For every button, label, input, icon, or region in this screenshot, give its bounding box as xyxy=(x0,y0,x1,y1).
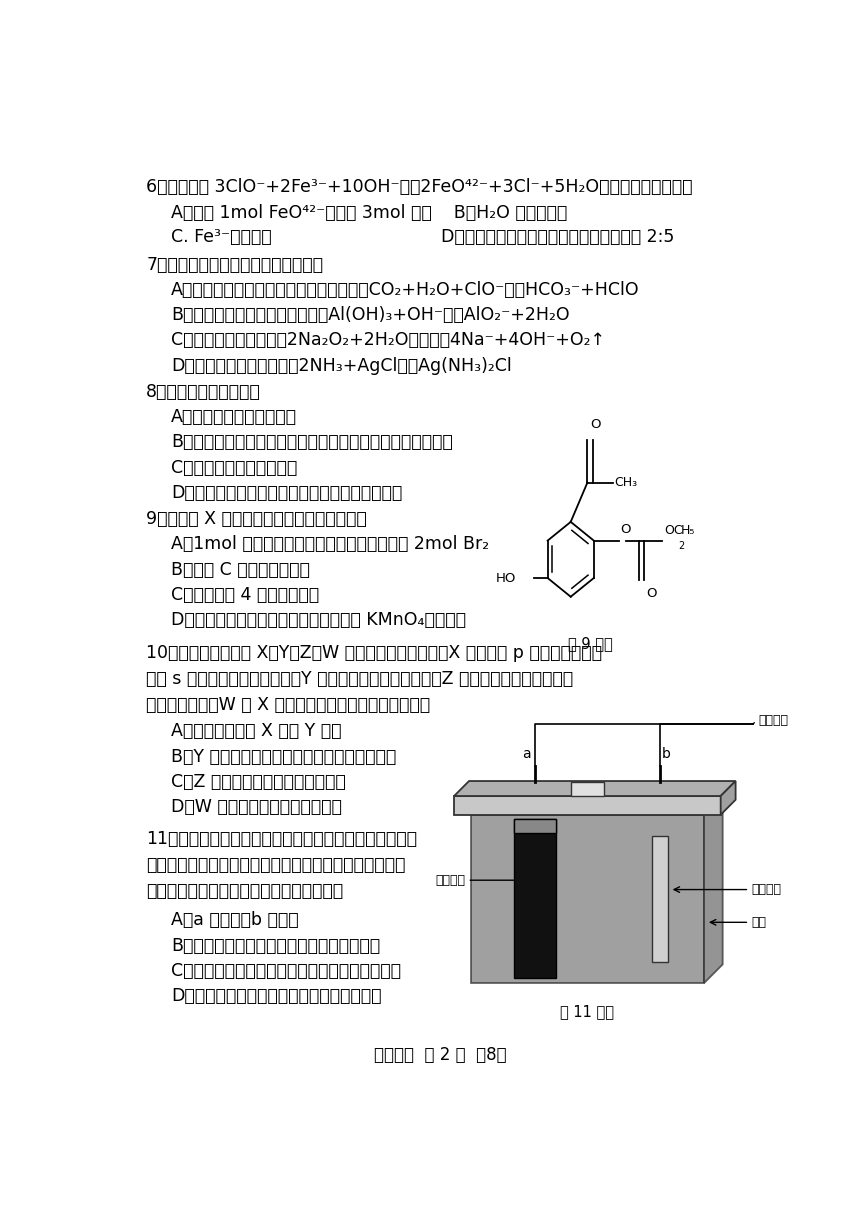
Polygon shape xyxy=(470,796,722,815)
Text: CH₃: CH₃ xyxy=(615,476,638,490)
Polygon shape xyxy=(652,836,667,962)
Text: A．a 为负极，b 为正极: A．a 为负极，b 为正极 xyxy=(171,911,298,929)
Polygon shape xyxy=(513,819,556,978)
Text: C．Z 的常见氧化物是一种离子晶体: C．Z 的常见氧化物是一种离子晶体 xyxy=(171,773,346,791)
Text: A．1mol 该物质与足量溴水反应，最多可消耗 2mol Br₂: A．1mol 该物质与足量溴水反应，最多可消耗 2mol Br₂ xyxy=(171,536,489,553)
Text: D．通电后使钢制管桩表面的腐蚀电流接近零: D．通电后使钢制管桩表面的腐蚀电流接近零 xyxy=(171,988,381,1005)
Text: B．高硅铸铁是作为损耗阳极材料发挥作用的: B．高硅铸铁是作为损耗阳极材料发挥作用的 xyxy=(171,937,380,955)
Polygon shape xyxy=(721,781,735,815)
Text: 外加电流法对其进行保护（如右图所示，其中高硅铸铁为: 外加电流法对其进行保护（如右图所示，其中高硅铸铁为 xyxy=(146,857,406,875)
Text: 10．短周期主族元素 X、Y、Z、W 的原子序数依次增大，X 原子核外 p 能级上的电子总: 10．短周期主族元素 X、Y、Z、W 的原子序数依次增大，X 原子核外 p 能级… xyxy=(146,644,602,662)
Text: D．氧化产物与还原产物的物质的量之比为 2:5: D．氧化产物与还原产物的物质的量之比为 2:5 xyxy=(440,228,674,247)
Text: OC: OC xyxy=(665,524,683,537)
Text: D．高压法聚乙烯支链较多，密度和软化温度较低: D．高压法聚乙烯支链较多，密度和软化温度较低 xyxy=(171,484,402,502)
Text: 11．海港、码头的钢制管桩会受到海水的长期侵袭，常用: 11．海港、码头的钢制管桩会受到海水的长期侵袭，常用 xyxy=(146,830,417,848)
Text: O: O xyxy=(646,587,656,600)
Polygon shape xyxy=(470,815,704,983)
Text: 惰性辅助电极）。下列有关叙述中不正确是: 惰性辅助电极）。下列有关叙述中不正确是 xyxy=(146,882,343,900)
Text: 钢制管桩: 钢制管桩 xyxy=(435,874,465,887)
Text: a: a xyxy=(523,747,531,762)
Text: A．次氯酸钙溶液中通入过量的二氧化碳：CO₂+H₂O+ClO⁻＝＝HCO₃⁻+HClO: A．次氯酸钙溶液中通入过量的二氧化碳：CO₂+H₂O+ClO⁻＝＝HCO₃⁻+H… xyxy=(171,281,640,299)
Text: 第 11 题图: 第 11 题图 xyxy=(561,1004,614,1018)
Text: 第 9 题图: 第 9 题图 xyxy=(568,635,613,651)
Text: b: b xyxy=(662,747,671,762)
Text: D．在酸性条件下水解的产物均可使酸性 KMnO₄溶液褪色: D．在酸性条件下水解的产物均可使酸性 KMnO₄溶液褪色 xyxy=(171,611,466,629)
Text: 7．下列反应的离子方程式不正确的是: 7．下列反应的离子方程式不正确的是 xyxy=(146,255,323,273)
Text: D．W 的简单氢化物是非极性分子: D．W 的简单氢化物是非极性分子 xyxy=(171,798,341,816)
Text: 数与 s 能级上的电子总数相等，Y 原子核外没有未成对电子，Z 的单质晶体是应用最广泛: 数与 s 能级上的电子总数相等，Y 原子核外没有未成对电子，Z 的单质晶体是应用… xyxy=(146,669,574,688)
Polygon shape xyxy=(513,819,556,833)
Text: C．核酸是一种生物大分子: C．核酸是一种生物大分子 xyxy=(171,458,297,476)
Text: B．氢氧化铝溶于氢氧化钠溶液：Al(OH)₃+OH⁻＝＝AlO₂⁻+2H₂O: B．氢氧化铝溶于氢氧化钠溶液：Al(OH)₃+OH⁻＝＝AlO₂⁻+2H₂O xyxy=(171,306,569,324)
Text: C．分子中含 4 种含氧官能团: C．分子中含 4 种含氧官能团 xyxy=(171,586,319,604)
Text: A．葡萄糖是最简单的醛糖: A．葡萄糖是最简单的醛糖 xyxy=(171,408,297,426)
Text: 直流电源: 直流电源 xyxy=(758,713,788,727)
Text: B．所有 C 原子可能共平面: B．所有 C 原子可能共平面 xyxy=(171,560,310,578)
Text: 高三化学  第 2 页  共8页: 高三化学 第 2 页 共8页 xyxy=(374,1046,507,1064)
Text: B．蛋白质的一级结构对蛋白质的性质和功能起着决定性作用: B．蛋白质的一级结构对蛋白质的性质和功能起着决定性作用 xyxy=(171,434,452,451)
Text: 的半导体材料，W 与 X 位于同一主族。下列说法正确的是: 的半导体材料，W 与 X 位于同一主族。下列说法正确的是 xyxy=(146,696,430,714)
Text: O: O xyxy=(620,522,631,536)
Polygon shape xyxy=(704,796,722,983)
Polygon shape xyxy=(454,781,735,796)
Text: 9．化合物 X 结构如图，下列说法不正确的是: 9．化合物 X 结构如图，下列说法不正确的是 xyxy=(146,510,367,529)
Text: 6．关于反应 3ClO⁻+2Fe³⁻+10OH⁻＝＝2FeO⁴²⁻+3Cl⁻+5H₂O，下列说法正确的是: 6．关于反应 3ClO⁻+2Fe³⁻+10OH⁻＝＝2FeO⁴²⁻+3Cl⁻+5… xyxy=(146,177,692,196)
Text: B．Y 的第一电离能比同周期相邻两种元素的大: B．Y 的第一电离能比同周期相邻两种元素的大 xyxy=(171,747,396,765)
Text: C. Fe³⁻是氧化剂: C. Fe³⁻是氧化剂 xyxy=(171,228,272,247)
Text: O: O xyxy=(591,418,601,431)
Polygon shape xyxy=(571,782,604,796)
Text: C．通电时，海水中的阳离子向钢制管柱电极移动: C．通电时，海水中的阳离子向钢制管柱电极移动 xyxy=(171,962,401,981)
Text: 2: 2 xyxy=(678,541,684,552)
Text: D．氯化银中滴加浓氨水：2NH₃+AgCl＝＝Ag(NH₃)₂Cl: D．氯化银中滴加浓氨水：2NH₃+AgCl＝＝Ag(NH₃)₂Cl xyxy=(171,357,512,374)
Polygon shape xyxy=(454,796,721,815)
Text: 海水: 海水 xyxy=(752,916,766,928)
Text: C．过氧化钠与水反应：2Na₂O₂+2H₂O＝＝＝＝4Na⁻+4OH⁻+O₂↑: C．过氧化钠与水反应：2Na₂O₂+2H₂O＝＝＝＝4Na⁻+4OH⁻+O₂↑ xyxy=(171,332,605,350)
Text: H₅: H₅ xyxy=(681,524,696,537)
Text: 8．下列说法不正确的是: 8．下列说法不正确的是 xyxy=(146,383,261,401)
Text: 高硅铸铁: 高硅铸铁 xyxy=(752,883,782,895)
Text: HO: HO xyxy=(495,571,516,584)
Text: A．简单离子半径 X 的比 Y 的小: A．简单离子半径 X 的比 Y 的小 xyxy=(171,723,341,740)
Text: A．生成 1mol FeO⁴²⁻，转移 3mol 电子    B．H₂O 是还原产物: A．生成 1mol FeO⁴²⁻，转移 3mol 电子 B．H₂O 是还原产物 xyxy=(171,204,567,222)
